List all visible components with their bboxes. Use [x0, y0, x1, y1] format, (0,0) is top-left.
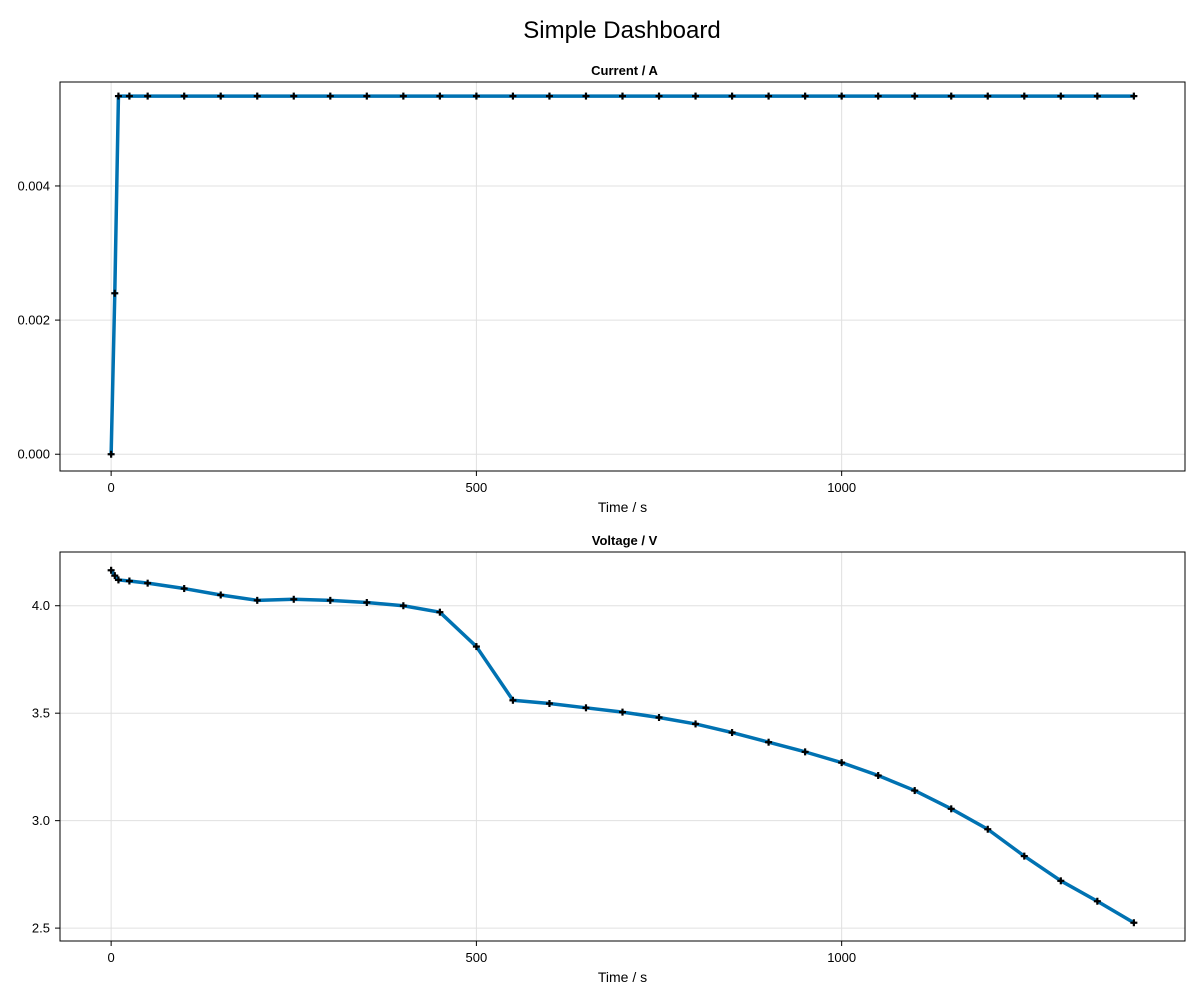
panel-title: Current / A: [591, 63, 658, 78]
data-point-marker: [947, 805, 955, 813]
data-point-marker: [180, 92, 188, 100]
data-point-marker: [1093, 897, 1101, 905]
y-tick-label: 0.002: [17, 313, 50, 328]
data-point-marker: [545, 700, 553, 708]
data-point-marker: [801, 748, 809, 756]
y-tick-label: 3.5: [32, 706, 50, 721]
data-point-marker: [144, 92, 152, 100]
data-point-marker: [619, 92, 626, 100]
data-point-marker: [947, 92, 955, 100]
voltage-panel: Voltage / V 0 500 1000 2.5 3.0 3.5 4.0 Time / s: [32, 533, 1186, 985]
data-point-marker: [436, 92, 444, 100]
dashboard-title: Simple Dashboard: [523, 17, 720, 44]
data-point-marker: [984, 825, 992, 833]
data-point-marker: [655, 713, 663, 721]
data-point-marker: [728, 92, 736, 100]
data-point-marker: [326, 92, 334, 100]
data-point-marker: [509, 92, 517, 100]
y-tick-label: 2.5: [32, 921, 50, 936]
data-point-marker: [1130, 92, 1138, 100]
data-point-marker: [1020, 852, 1028, 860]
y-tick-label: 0.000: [17, 447, 50, 462]
y-tick-label: 4.0: [32, 598, 50, 613]
x-tick-label: 500: [466, 950, 488, 965]
data-point-marker: [1020, 92, 1028, 100]
data-point-marker: [692, 92, 700, 100]
x-tick-label: 0: [108, 950, 115, 965]
panel-title: Voltage / V: [592, 533, 658, 548]
data-point-marker: [180, 585, 188, 593]
data-point-marker: [107, 566, 115, 574]
data-point-marker: [582, 704, 590, 712]
data-point-marker: [144, 579, 152, 587]
data-point-marker: [765, 738, 773, 746]
data-point-marker: [984, 92, 992, 100]
data-point-marker: [619, 708, 626, 716]
data-point-marker: [253, 596, 261, 604]
data-point-marker: [582, 92, 590, 100]
x-tick-label: 0: [108, 480, 115, 495]
data-point-marker: [125, 577, 133, 585]
data-point-marker: [399, 92, 407, 100]
data-point-marker: [911, 787, 919, 795]
data-point-marker: [253, 92, 261, 100]
y-tick-label: 3.0: [32, 813, 50, 828]
data-point-marker: [545, 92, 553, 100]
data-point-marker: [114, 576, 122, 584]
data-point-marker: [1130, 919, 1138, 927]
axes-frame: [59, 81, 1186, 472]
data-point-marker: [728, 729, 736, 737]
data-point-marker: [290, 92, 298, 100]
data-point-marker: [1093, 92, 1101, 100]
data-point-marker: [838, 92, 846, 100]
data-point-marker: [801, 92, 809, 100]
data-point-marker: [363, 599, 371, 607]
data-point-marker: [472, 92, 480, 100]
series-line: [109, 94, 1136, 456]
data-point-marker: [509, 696, 517, 704]
data-point-marker: [111, 289, 119, 297]
data-point-marker: [765, 92, 773, 100]
current-panel: Current / A 0 500 1000 0.000 0.002 0.004 Time /…: [17, 63, 1186, 515]
series-line: [109, 568, 1136, 925]
data-point-marker: [1057, 92, 1065, 100]
data-point-marker: [111, 572, 119, 580]
x-tick-label: 500: [466, 480, 488, 495]
data-point-marker: [838, 759, 846, 767]
x-tick-label: 1000: [827, 480, 856, 495]
data-point-marker: [217, 92, 225, 100]
axes-frame: [59, 551, 1186, 942]
data-point-marker: [692, 720, 700, 728]
x-axis-label: Time / s: [598, 969, 647, 985]
data-point-marker: [107, 450, 115, 458]
data-point-marker: [1057, 877, 1065, 885]
data-point-marker: [217, 591, 225, 599]
data-point-marker: [290, 595, 298, 603]
data-point-marker: [363, 92, 371, 100]
data-point-marker: [399, 602, 407, 610]
data-point-marker: [472, 643, 480, 651]
x-axis-label: Time / s: [598, 499, 647, 515]
data-point-marker: [874, 772, 882, 780]
data-point-marker: [911, 92, 919, 100]
x-tick-label: 1000: [827, 950, 856, 965]
data-point-marker: [114, 92, 122, 100]
data-point-marker: [655, 92, 663, 100]
data-point-marker: [874, 92, 882, 100]
y-tick-label: 0.004: [17, 178, 50, 193]
data-point-marker: [326, 596, 334, 604]
data-point-marker: [125, 92, 133, 100]
data-point-marker: [436, 608, 444, 616]
